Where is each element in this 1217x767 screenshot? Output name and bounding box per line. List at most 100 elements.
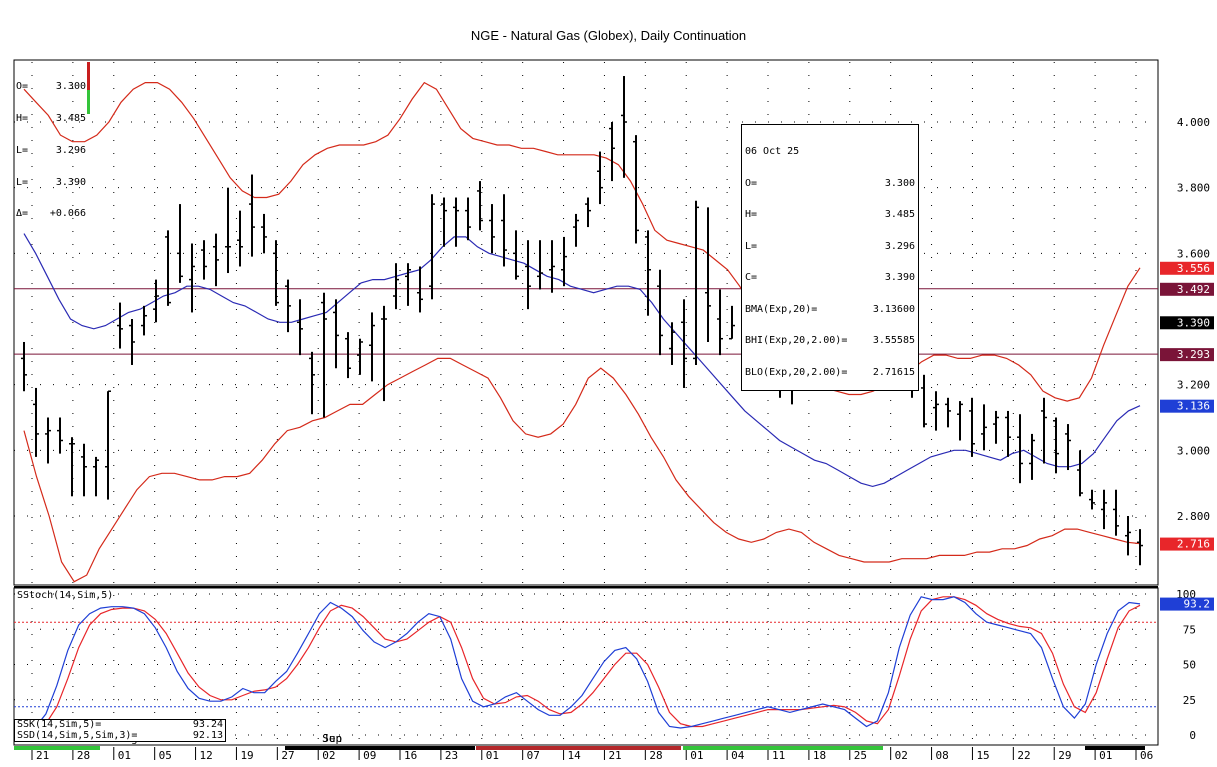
price-tag	[1160, 282, 1214, 296]
x-tick-label: 22	[1017, 749, 1030, 762]
stoch-tick-label: 75	[1183, 623, 1196, 636]
price-tick-label: 3.000	[1177, 444, 1210, 457]
chart-title: NGE - Natural Gas (Globex), Daily Contin…	[470, 28, 747, 43]
x-tick-label: 15	[976, 749, 989, 762]
last-quote-value: 3.300	[884, 177, 915, 189]
x-tick-label: 18	[813, 749, 826, 762]
x-tick-label: 25	[854, 749, 867, 762]
price-tag	[1160, 261, 1214, 275]
x-tick-label: 29	[1058, 749, 1071, 762]
price-tag	[1160, 537, 1214, 551]
month-band	[476, 746, 681, 750]
price-tick-label: 4.000	[1177, 116, 1210, 129]
header-ohlc-key: Δ=	[16, 208, 29, 220]
ssk-label: SSK(14,Sim,5)=	[17, 719, 102, 730]
x-tick-label: 06	[1140, 749, 1153, 762]
x-tick-label: 19	[240, 749, 253, 762]
last-quote-date: 06 Oct 25	[745, 146, 800, 157]
x-tick-label: 14	[568, 749, 582, 762]
header-ohlc-value: 3.485	[55, 112, 86, 124]
price-tag	[1160, 316, 1214, 330]
price-pane-frame	[13, 59, 1159, 586]
x-tick-label: 02	[322, 749, 335, 762]
x-tick-label: 01	[690, 749, 703, 762]
x-tick-label: 01	[486, 749, 499, 762]
price-tag-label: 3.492	[1177, 283, 1210, 296]
x-tick-label: 04	[731, 749, 745, 762]
last-quote-value: 3.390	[884, 272, 915, 283]
price-tick-label: 2.800	[1177, 510, 1210, 523]
last-quote-box: 06 Oct 25 O= 3.300 H= 3.485 L= 3.296 C= 3.39…	[741, 124, 919, 391]
x-tick-label: 28	[649, 749, 662, 762]
x-tick-label: 28	[77, 749, 90, 762]
last-quote-key: H=	[745, 209, 758, 220]
month-band	[683, 746, 883, 750]
x-tick-label: 01	[1099, 749, 1112, 762]
x-tick-label: 09	[363, 749, 376, 762]
last-quote-value: 3.55585	[872, 335, 915, 346]
price-tag-label: 3.556	[1177, 262, 1210, 275]
bollinger-lower-line	[23, 357, 1141, 583]
last-quote-key: O=	[745, 177, 758, 189]
price-tag-label: 3.390	[1177, 316, 1210, 329]
price-tag-label: 3.293	[1177, 348, 1210, 361]
last-quote-key: BLO(Exp,20,2.00)=	[745, 366, 848, 378]
month-band	[285, 746, 475, 750]
price-tick-label: 3.200	[1177, 379, 1210, 392]
last-quote-value: 3.13600	[872, 303, 915, 315]
header-ohlc-key: L=	[16, 144, 29, 156]
last-quote-value: 3.485	[884, 209, 915, 220]
header-ohlc-value: 3.296	[55, 144, 86, 156]
x-tick-label: 11	[772, 749, 785, 762]
price-tag	[1160, 348, 1214, 362]
price-tag	[1160, 399, 1214, 413]
stoch-title: SStoch(14,Sim,5)	[17, 590, 114, 601]
x-tick-label: 16	[404, 749, 417, 762]
header-ohlc-key: H=	[16, 112, 29, 124]
stoch-tick-label: 50	[1183, 659, 1196, 672]
month-band	[1085, 746, 1145, 750]
month-label: Jun	[322, 732, 342, 745]
ssd-label: SSD(14,Sim,5,Sim,3)=	[17, 729, 138, 741]
x-tick-label: 05	[159, 749, 172, 762]
month-label: Sep	[322, 732, 342, 745]
stoch-tag	[1160, 597, 1214, 611]
x-tick-label: 12	[200, 749, 213, 762]
x-tick-label: 02	[895, 749, 908, 762]
last-quote-key: L=	[745, 240, 758, 252]
header-bar-green	[87, 90, 90, 114]
stoch-tag-label: 93.2	[1184, 598, 1211, 611]
price-tag-label: 2.716	[1177, 538, 1210, 551]
x-tick-label: 07	[527, 749, 540, 762]
x-tick-label: 01	[118, 749, 131, 762]
price-tick-label: 3.600	[1177, 247, 1210, 260]
header-ohlc-key: L=	[16, 176, 29, 188]
x-tick-label: 21	[36, 749, 49, 762]
last-quote-value: 3.296	[884, 240, 915, 252]
header-ohlc-value: 3.390	[55, 176, 86, 188]
ssk-line	[23, 596, 1141, 736]
header-ohlc: O= 3.300 H= 3.485 L= 3.296 L= 3.390 Δ= +0.066	[16, 61, 86, 231]
stoch-tick-label: 0	[1189, 729, 1196, 742]
bollinger-upper-line	[23, 81, 1141, 402]
x-tick-label: 27	[281, 749, 294, 762]
month-band	[14, 746, 100, 750]
stoch-readout: SSK(14,Sim,5)= 93.24 SSD(14,Sim,5,Sim,3)=…	[14, 719, 226, 742]
price-tick-label: 3.800	[1177, 182, 1210, 195]
ssk-value: 93.24	[192, 719, 223, 730]
moving-average-line	[23, 233, 1141, 488]
price-tag-label: 3.136	[1177, 400, 1210, 413]
ssd-value: 92.13	[192, 729, 223, 741]
x-tick-label: 08	[936, 749, 949, 762]
x-tick-label: 23	[445, 749, 458, 762]
last-quote-key: BMA(Exp,20)=	[745, 303, 818, 315]
last-quote-value: 2.71615	[872, 366, 915, 378]
header-ohlc-key: O=	[16, 81, 29, 93]
header-bar-red	[87, 62, 90, 90]
last-quote-key: BHI(Exp,20,2.00)=	[745, 335, 848, 346]
ssd-line	[23, 596, 1141, 736]
header-ohlc-value: 3.300	[55, 81, 86, 93]
stoch-tick-label: 25	[1183, 694, 1196, 707]
x-tick-label: 21	[608, 749, 621, 762]
